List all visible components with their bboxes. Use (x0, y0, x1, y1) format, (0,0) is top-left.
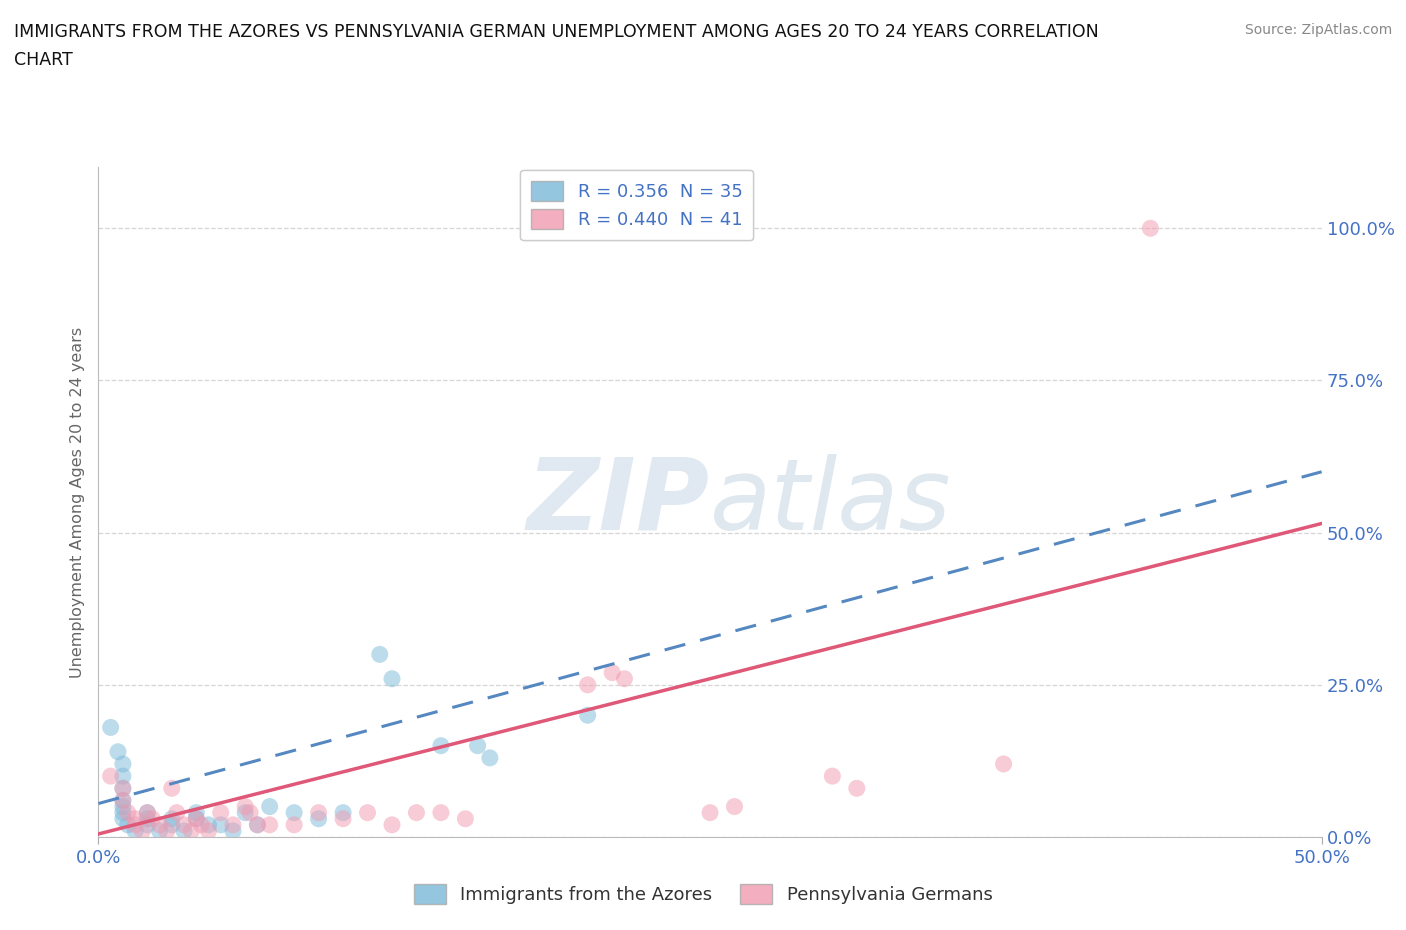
Point (173, 823, 195, 838)
Point (186, 811, 208, 826)
Point (197, 817, 219, 832)
Point (454, 811, 477, 826)
Point (156, 823, 179, 838)
Point (332, 805, 354, 820)
Point (430, 805, 453, 820)
Point (246, 817, 269, 832)
Text: atlas: atlas (710, 454, 952, 551)
Point (111, 793, 134, 808)
Point (136, 811, 159, 826)
Point (111, 781, 134, 796)
Point (111, 769, 134, 784)
Point (332, 811, 354, 826)
Point (149, 823, 172, 838)
Point (111, 805, 134, 820)
Point (845, 781, 868, 796)
Point (356, 805, 378, 820)
Point (1139, 220, 1161, 235)
Point (259, 817, 281, 832)
Point (131, 823, 153, 838)
Point (186, 805, 208, 820)
Point (467, 738, 489, 753)
Point (368, 647, 391, 662)
Point (136, 805, 159, 820)
Point (308, 805, 330, 820)
Point (124, 823, 146, 838)
Point (117, 817, 139, 832)
Point (430, 738, 453, 753)
Point (160, 817, 183, 832)
Point (186, 811, 208, 826)
Text: ZIP: ZIP (527, 454, 710, 551)
Point (283, 817, 305, 832)
Point (381, 671, 404, 686)
Point (100, 720, 122, 735)
Point (107, 744, 129, 759)
Point (149, 817, 172, 832)
Point (576, 708, 599, 723)
Point (190, 817, 212, 832)
Point (209, 817, 232, 832)
Point (283, 805, 305, 820)
Point (246, 817, 269, 832)
Point (821, 769, 844, 784)
Point (111, 793, 134, 808)
Point (209, 805, 232, 820)
Text: Source: ZipAtlas.com: Source: ZipAtlas.com (1244, 23, 1392, 37)
Point (233, 799, 256, 814)
Point (222, 823, 245, 838)
Point (111, 756, 134, 771)
Point (259, 799, 281, 814)
Point (141, 811, 163, 826)
Point (136, 805, 159, 820)
Point (993, 756, 1015, 771)
Point (699, 805, 721, 820)
Point (173, 817, 195, 832)
Point (233, 805, 256, 820)
Point (613, 671, 636, 686)
Point (381, 817, 404, 832)
Point (600, 665, 623, 680)
Point (405, 805, 427, 820)
Point (222, 817, 245, 832)
Point (124, 817, 146, 832)
Point (117, 805, 139, 820)
Point (136, 817, 159, 832)
Point (166, 805, 188, 820)
Point (111, 811, 134, 826)
Point (478, 751, 501, 765)
Y-axis label: Unemployment Among Ages 20 to 24 years: Unemployment Among Ages 20 to 24 years (70, 326, 86, 678)
Text: CHART: CHART (14, 51, 73, 69)
Point (723, 799, 745, 814)
Point (111, 799, 134, 814)
Legend: R = 0.356  N = 35, R = 0.440  N = 41: R = 0.356 N = 35, R = 0.440 N = 41 (520, 170, 754, 240)
Point (180, 823, 202, 838)
Text: IMMIGRANTS FROM THE AZORES VS PENNSYLVANIA GERMAN UNEMPLOYMENT AMONG AGES 20 TO : IMMIGRANTS FROM THE AZORES VS PENNSYLVAN… (14, 23, 1099, 41)
Point (239, 805, 262, 820)
Legend: Immigrants from the Azores, Pennsylvania Germans: Immigrants from the Azores, Pennsylvania… (406, 876, 1000, 911)
Point (576, 677, 599, 692)
Point (308, 811, 330, 826)
Point (197, 823, 219, 838)
Point (160, 811, 183, 826)
Point (160, 781, 183, 796)
Point (111, 781, 134, 796)
Point (124, 811, 146, 826)
Point (100, 769, 122, 784)
